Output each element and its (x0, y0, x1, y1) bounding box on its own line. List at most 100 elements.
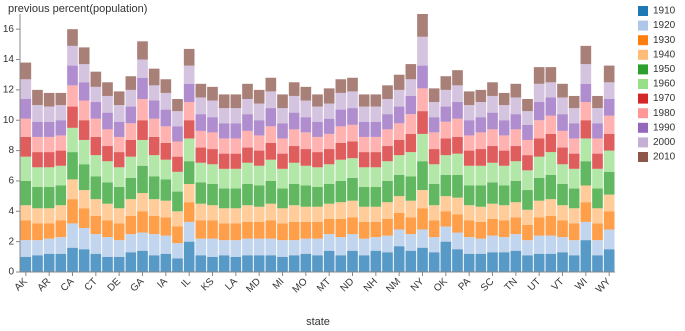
bar-segment (335, 79, 347, 93)
bar-segment (347, 158, 358, 178)
bar-segment (580, 240, 592, 272)
bar-segment (265, 255, 277, 272)
bar-segment (90, 155, 102, 177)
bar-segment (183, 65, 195, 84)
bar-segment (452, 197, 463, 215)
x-tick-label: ND (338, 276, 356, 294)
y-tick-label: 10 (3, 115, 15, 126)
bar-segment (603, 115, 615, 134)
legend-label: 2000 (653, 137, 676, 148)
bar-segment (393, 106, 405, 124)
y-tick-label: 2 (8, 236, 14, 247)
legend-swatch (638, 35, 648, 46)
bar-segment (440, 196, 452, 212)
bar-segment (533, 67, 545, 84)
bar-segment (358, 206, 370, 222)
bar-segment (498, 185, 510, 206)
bar-segment (43, 208, 55, 224)
bar-segment (125, 123, 137, 140)
bar-segment (568, 138, 580, 154)
bar-segment (323, 164, 335, 184)
bar-segment (440, 211, 452, 227)
bar-segment (475, 185, 487, 207)
bar-segment (32, 136, 43, 153)
bar-segment (487, 82, 498, 96)
bar-segment (102, 256, 113, 272)
bar-segment (288, 255, 300, 272)
bar-segment (32, 89, 43, 106)
bar-segment (533, 102, 545, 121)
bar-segment (277, 188, 288, 209)
bar-segment (323, 88, 335, 104)
bar-segment (207, 117, 218, 133)
bar-segment (498, 120, 510, 136)
bar-segment (568, 108, 580, 124)
bar-segment (20, 205, 32, 221)
bar-segment (545, 253, 557, 272)
bar-segment (277, 138, 288, 154)
bar-segment (545, 152, 557, 175)
y-tick-label: 12 (3, 85, 15, 96)
bar-segment (43, 223, 55, 239)
bar-segment (265, 159, 277, 181)
bar-segment (67, 199, 78, 224)
bar-segment (125, 106, 137, 124)
bar-segment (67, 223, 78, 248)
bar-segment (475, 206, 487, 222)
bar-segment (300, 165, 312, 186)
bar-segment (78, 208, 90, 228)
legend-swatch (638, 93, 648, 104)
bar-segment (463, 120, 475, 136)
bar-segment (253, 135, 265, 151)
bar-segment (90, 136, 102, 156)
bar-segment (347, 141, 358, 159)
bar-segment (487, 112, 498, 130)
bar-segment (183, 161, 195, 184)
bar-segment (440, 121, 452, 139)
bar-segment (452, 153, 463, 175)
bar-segment (335, 180, 347, 203)
bar-segment (417, 36, 428, 66)
bar-segment (557, 183, 568, 206)
bar-segment (592, 168, 603, 189)
bar-segment (207, 132, 218, 150)
bar-segment (277, 94, 288, 109)
bar-segment (382, 114, 393, 130)
y-tick-label: 16 (3, 24, 15, 35)
bar-segment (288, 162, 300, 184)
bar-segment (113, 152, 125, 168)
bar-segment (370, 221, 382, 238)
bar-segment (78, 82, 90, 101)
bar-segment (463, 253, 475, 272)
bar-segment (253, 150, 265, 166)
bar-segment (148, 255, 160, 272)
bar-segment (370, 136, 382, 153)
bar-segment (440, 155, 452, 175)
legend-label: 1970 (653, 93, 676, 104)
bar-segment (253, 206, 265, 222)
bar-segment (55, 150, 67, 166)
bar-segment (428, 220, 440, 238)
bar-segment (113, 240, 125, 257)
bar-segment (218, 240, 230, 256)
bar-segment (125, 215, 137, 235)
bar-segment (148, 215, 160, 235)
bar-segment (160, 159, 172, 180)
bar-segment (277, 108, 288, 124)
bar-segment (557, 205, 568, 221)
bar-segment (207, 183, 218, 206)
bar-segment (137, 139, 148, 166)
x-tick-label: IA (155, 276, 170, 291)
legend-swatch (638, 20, 648, 31)
bar-segment (32, 152, 43, 168)
bar-segment (90, 176, 102, 200)
bar-segment (405, 64, 417, 80)
bar-segment (358, 136, 370, 153)
legend-swatch (638, 49, 648, 60)
bar-segment (405, 234, 417, 251)
bar-segment (300, 185, 312, 207)
bar-segment (522, 111, 533, 125)
bar-segment (393, 74, 405, 90)
